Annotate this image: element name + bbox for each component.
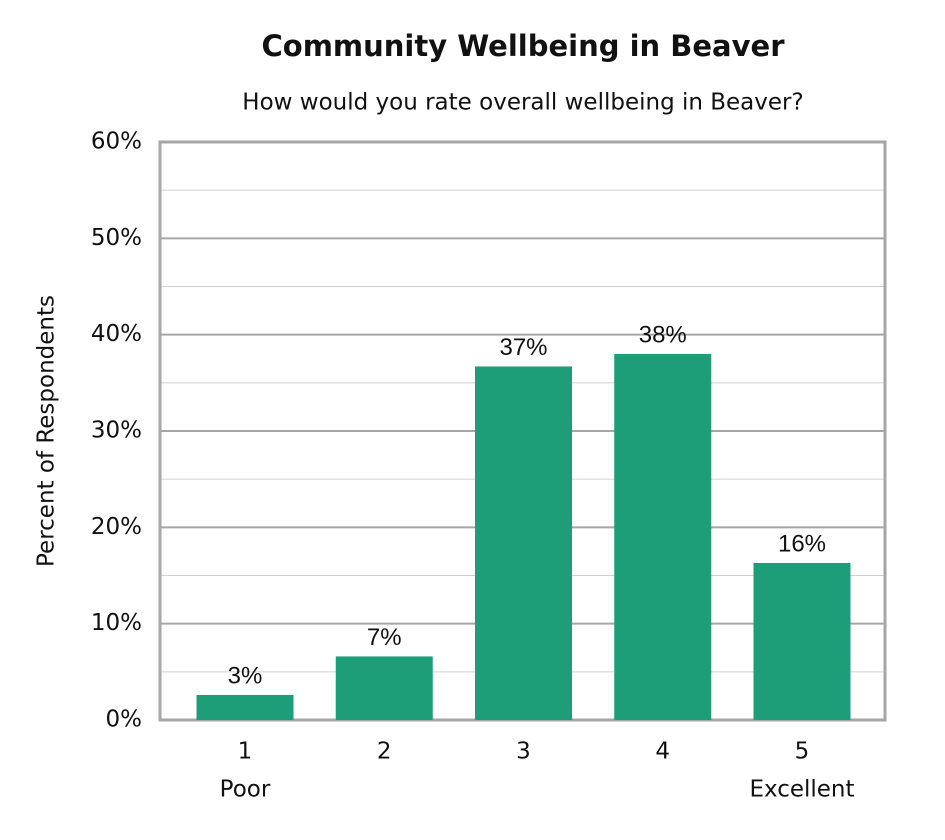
y-axis-label: Percent of Respondents [34,295,60,567]
x-tick-label: 1 [238,739,253,765]
value-label: 7% [367,624,402,651]
bar [475,366,572,720]
value-label: 3% [228,662,263,689]
bar [614,353,712,720]
y-tick-label: 30% [91,418,142,444]
y-tick-label: 20% [91,514,142,540]
value-label: 37% [499,334,547,361]
x-tick-label: 3 [516,739,531,765]
value-label: 38% [639,321,687,348]
chart-title: Community Wellbeing in Beaver [261,29,785,63]
x-tick-sublabel: Excellent [749,777,854,803]
bar [335,656,433,720]
y-tick-label: 50% [91,225,142,251]
y-tick-label: 0% [106,707,143,733]
value-label: 16% [778,530,826,557]
x-tick-sublabel: Poor [220,777,271,803]
y-tick-label: 60% [91,129,142,155]
bar [753,562,851,720]
y-tick-label: 10% [91,610,142,636]
bar [196,694,294,720]
chart-subtitle: How would you rate overall wellbeing in … [242,90,803,116]
x-tick-label: 5 [795,739,810,765]
x-tick-label: 2 [377,739,392,765]
x-tick-label: 4 [655,739,670,765]
y-tick-label: 40% [91,321,142,347]
